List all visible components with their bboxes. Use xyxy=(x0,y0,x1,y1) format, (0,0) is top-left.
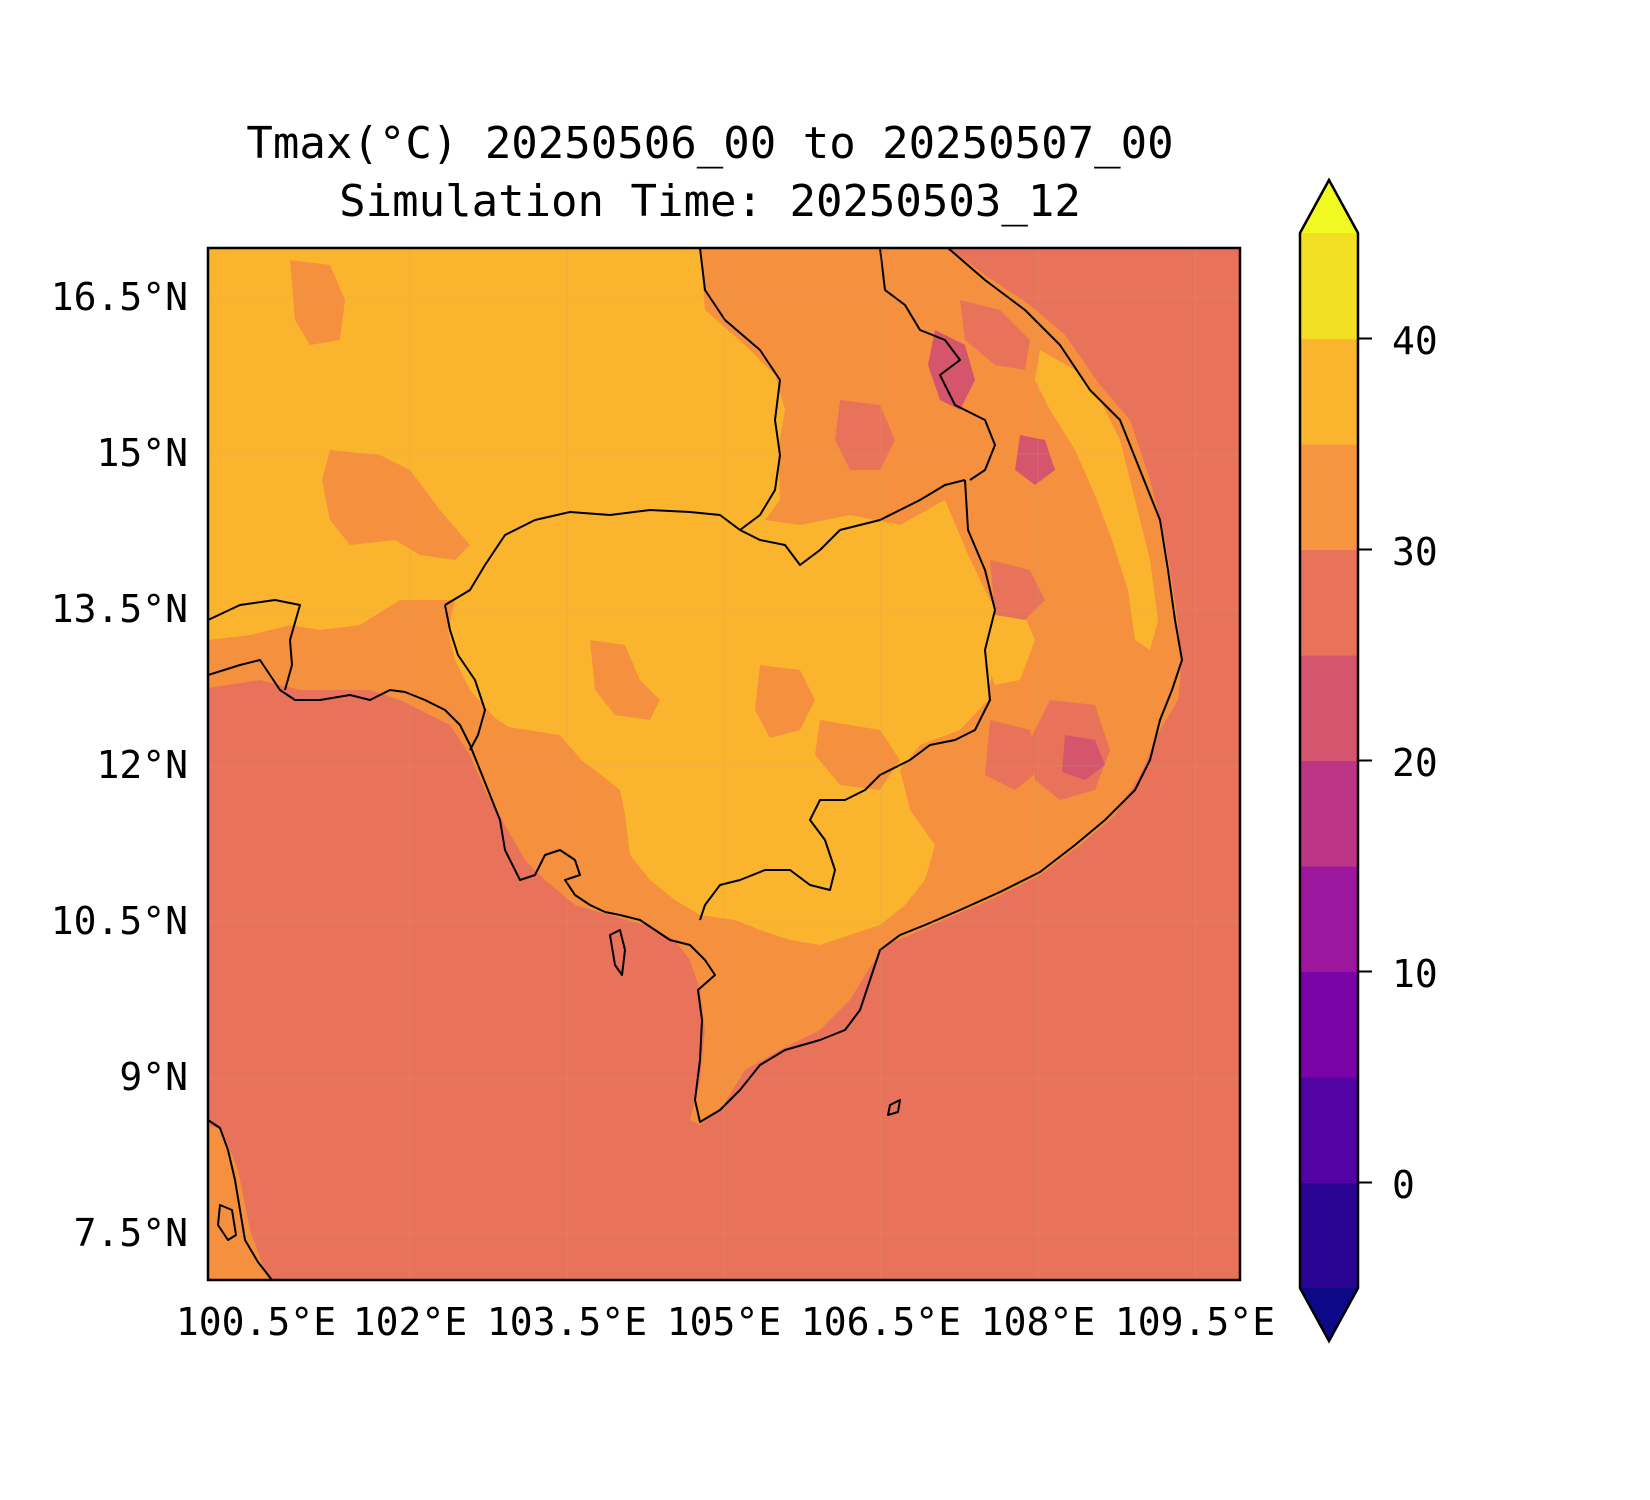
map-area xyxy=(208,248,1240,1280)
lat-label: 15°N xyxy=(96,431,188,475)
colorbar-band xyxy=(1300,866,1358,973)
colorbar-band xyxy=(1300,233,1358,340)
lon-label: 102°E xyxy=(352,1300,468,1344)
graticule xyxy=(208,248,1240,1280)
island xyxy=(217,1204,237,1241)
map-title-line-2: Simulation Time: 20250503_12 xyxy=(339,176,1081,227)
colorbar-tick-label: 0 xyxy=(1392,1163,1415,1207)
cambodia-border-west xyxy=(444,604,486,751)
laos-vietnam-border xyxy=(879,248,996,481)
cool-highland-patch xyxy=(960,300,1030,370)
colorbar-band xyxy=(1300,1182,1358,1289)
coastline-lines xyxy=(208,248,1183,1280)
map-frame xyxy=(206,246,1242,1282)
island xyxy=(887,1099,901,1116)
land-hot-coastal-strip xyxy=(1035,350,1158,650)
lon-label: 106.5°E xyxy=(800,1300,962,1344)
colorbar xyxy=(1298,177,1372,1344)
cool-highland-patch xyxy=(1062,735,1105,780)
cool-highland-patch xyxy=(928,330,975,410)
colorbar-band xyxy=(1300,549,1358,656)
colorbar-band xyxy=(1300,1077,1358,1184)
cambodia-border-north xyxy=(444,479,966,606)
lat-label: 9°N xyxy=(119,1055,188,1099)
colorbar-band xyxy=(1300,655,1358,762)
land-warm-patch xyxy=(590,640,660,720)
colorbar-band xyxy=(1300,971,1358,1078)
lon-label: 109.5°E xyxy=(1114,1300,1276,1344)
lat-label: 13.5°N xyxy=(50,587,188,631)
colorbar-tick-label: 40 xyxy=(1392,319,1438,363)
mekong-delta-coastline xyxy=(604,911,901,1123)
gulf-of-thailand-coastline xyxy=(208,659,606,913)
land-hot-region xyxy=(208,248,995,945)
colorbar-extend-max xyxy=(1300,180,1358,233)
lat-label: 7.5°N xyxy=(73,1211,188,1255)
lat-label: 16.5°N xyxy=(50,275,188,319)
peninsula-coastline xyxy=(208,1119,273,1280)
colorbar-outline xyxy=(1298,177,1360,1344)
cool-highland-patch xyxy=(990,560,1045,620)
cool-highland-patch xyxy=(1015,435,1055,485)
lat-label: 12°N xyxy=(96,743,188,787)
cool-highland-patch xyxy=(835,400,895,470)
lon-label: 108°E xyxy=(980,1300,1096,1344)
colorbar-band xyxy=(1300,338,1358,445)
country-border-west xyxy=(208,599,301,691)
colorbar-band xyxy=(1300,444,1358,551)
colorbar-band xyxy=(1300,760,1358,867)
lat-label: 10.5°N xyxy=(50,899,188,943)
colorbar-tick-label: 10 xyxy=(1392,952,1438,996)
land-warm-patch xyxy=(322,450,470,560)
lon-label: 105°E xyxy=(666,1300,782,1344)
land-warm-patch xyxy=(290,260,345,345)
land-warm-patch xyxy=(755,665,815,738)
land-warm-patch xyxy=(815,720,900,790)
land-warm-patch xyxy=(490,725,590,815)
vietnam-coastline xyxy=(899,248,1183,936)
map-title-line-1: Tmax(°C) 20250506_00 to 20250507_00 xyxy=(246,118,1174,169)
vietnam-cambodia-border xyxy=(699,479,996,921)
lon-label: 100.5°E xyxy=(175,1300,337,1344)
cool-highland-patch xyxy=(985,720,1040,790)
colorbar-tick-label: 20 xyxy=(1392,741,1438,785)
island xyxy=(609,929,626,976)
colorbar-extend-min xyxy=(1300,1288,1358,1341)
colorbar-tick-label: 30 xyxy=(1392,530,1438,574)
land-hot-patch xyxy=(982,600,1035,685)
laos-cambodia-border xyxy=(699,248,781,531)
lon-label: 103.5°E xyxy=(486,1300,648,1344)
